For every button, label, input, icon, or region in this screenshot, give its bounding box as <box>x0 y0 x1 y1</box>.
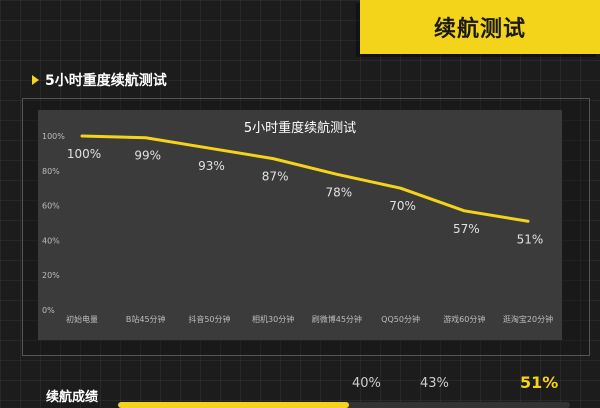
section-header: 5小时重度续航测试 <box>32 70 167 90</box>
x-tick-label: 相机30分钟 <box>252 314 294 324</box>
x-tick-label: 刷微博45分钟 <box>312 314 362 324</box>
y-tick-label: 20% <box>42 271 60 280</box>
score-value-2: 43% <box>420 376 449 391</box>
x-tick-label: 逛淘宝20分钟 <box>503 314 553 324</box>
y-tick-label: 60% <box>42 202 60 211</box>
score-label: 续航成绩 <box>46 390 99 405</box>
x-tick-label: 游戏60分钟 <box>443 314 485 324</box>
y-tick-label: 40% <box>42 236 60 245</box>
x-tick-label: 初始电量 <box>66 314 98 324</box>
data-label: 100% <box>67 147 101 161</box>
triangle-bullet-icon <box>32 75 39 85</box>
data-label: 99% <box>134 149 161 163</box>
banner-title: 续航测试 <box>433 17 526 42</box>
y-tick-label: 0% <box>42 306 55 315</box>
data-label: 93% <box>198 159 225 173</box>
score-section: 续航成绩 40% 43% 51% <box>0 372 600 408</box>
section-title: 5小时重度续航测试 <box>45 73 167 89</box>
data-label: 70% <box>389 199 416 213</box>
data-label: 51% <box>517 232 544 246</box>
title-banner: 续航测试 <box>360 0 600 54</box>
x-tick-label: QQ50分钟 <box>381 314 420 324</box>
chart-area: 5小时重度续航测试 0% 20% 40% 60% 80% 100% 初始电量 B站45分钟 抖音5… <box>38 110 562 340</box>
data-label: 87% <box>262 170 289 184</box>
data-label: 57% <box>453 222 480 236</box>
battery-line-chart: 5小时重度续航测试 0% 20% 40% 60% 80% 100% 初始电量 B站45分钟 抖音5… <box>42 120 553 324</box>
y-tick-label: 80% <box>42 167 60 176</box>
score-bar <box>118 402 570 408</box>
x-tick-label: B站45分钟 <box>126 314 166 324</box>
score-bar-fill <box>118 402 349 408</box>
score-value-main: 51% <box>520 373 559 392</box>
data-label: 78% <box>326 185 353 199</box>
chart-title: 5小时重度续航测试 <box>244 120 356 136</box>
y-tick-label: 100% <box>42 132 65 141</box>
series-line <box>80 134 530 223</box>
x-tick-label: 抖音50分钟 <box>188 314 230 324</box>
score-value-1: 40% <box>352 376 381 391</box>
